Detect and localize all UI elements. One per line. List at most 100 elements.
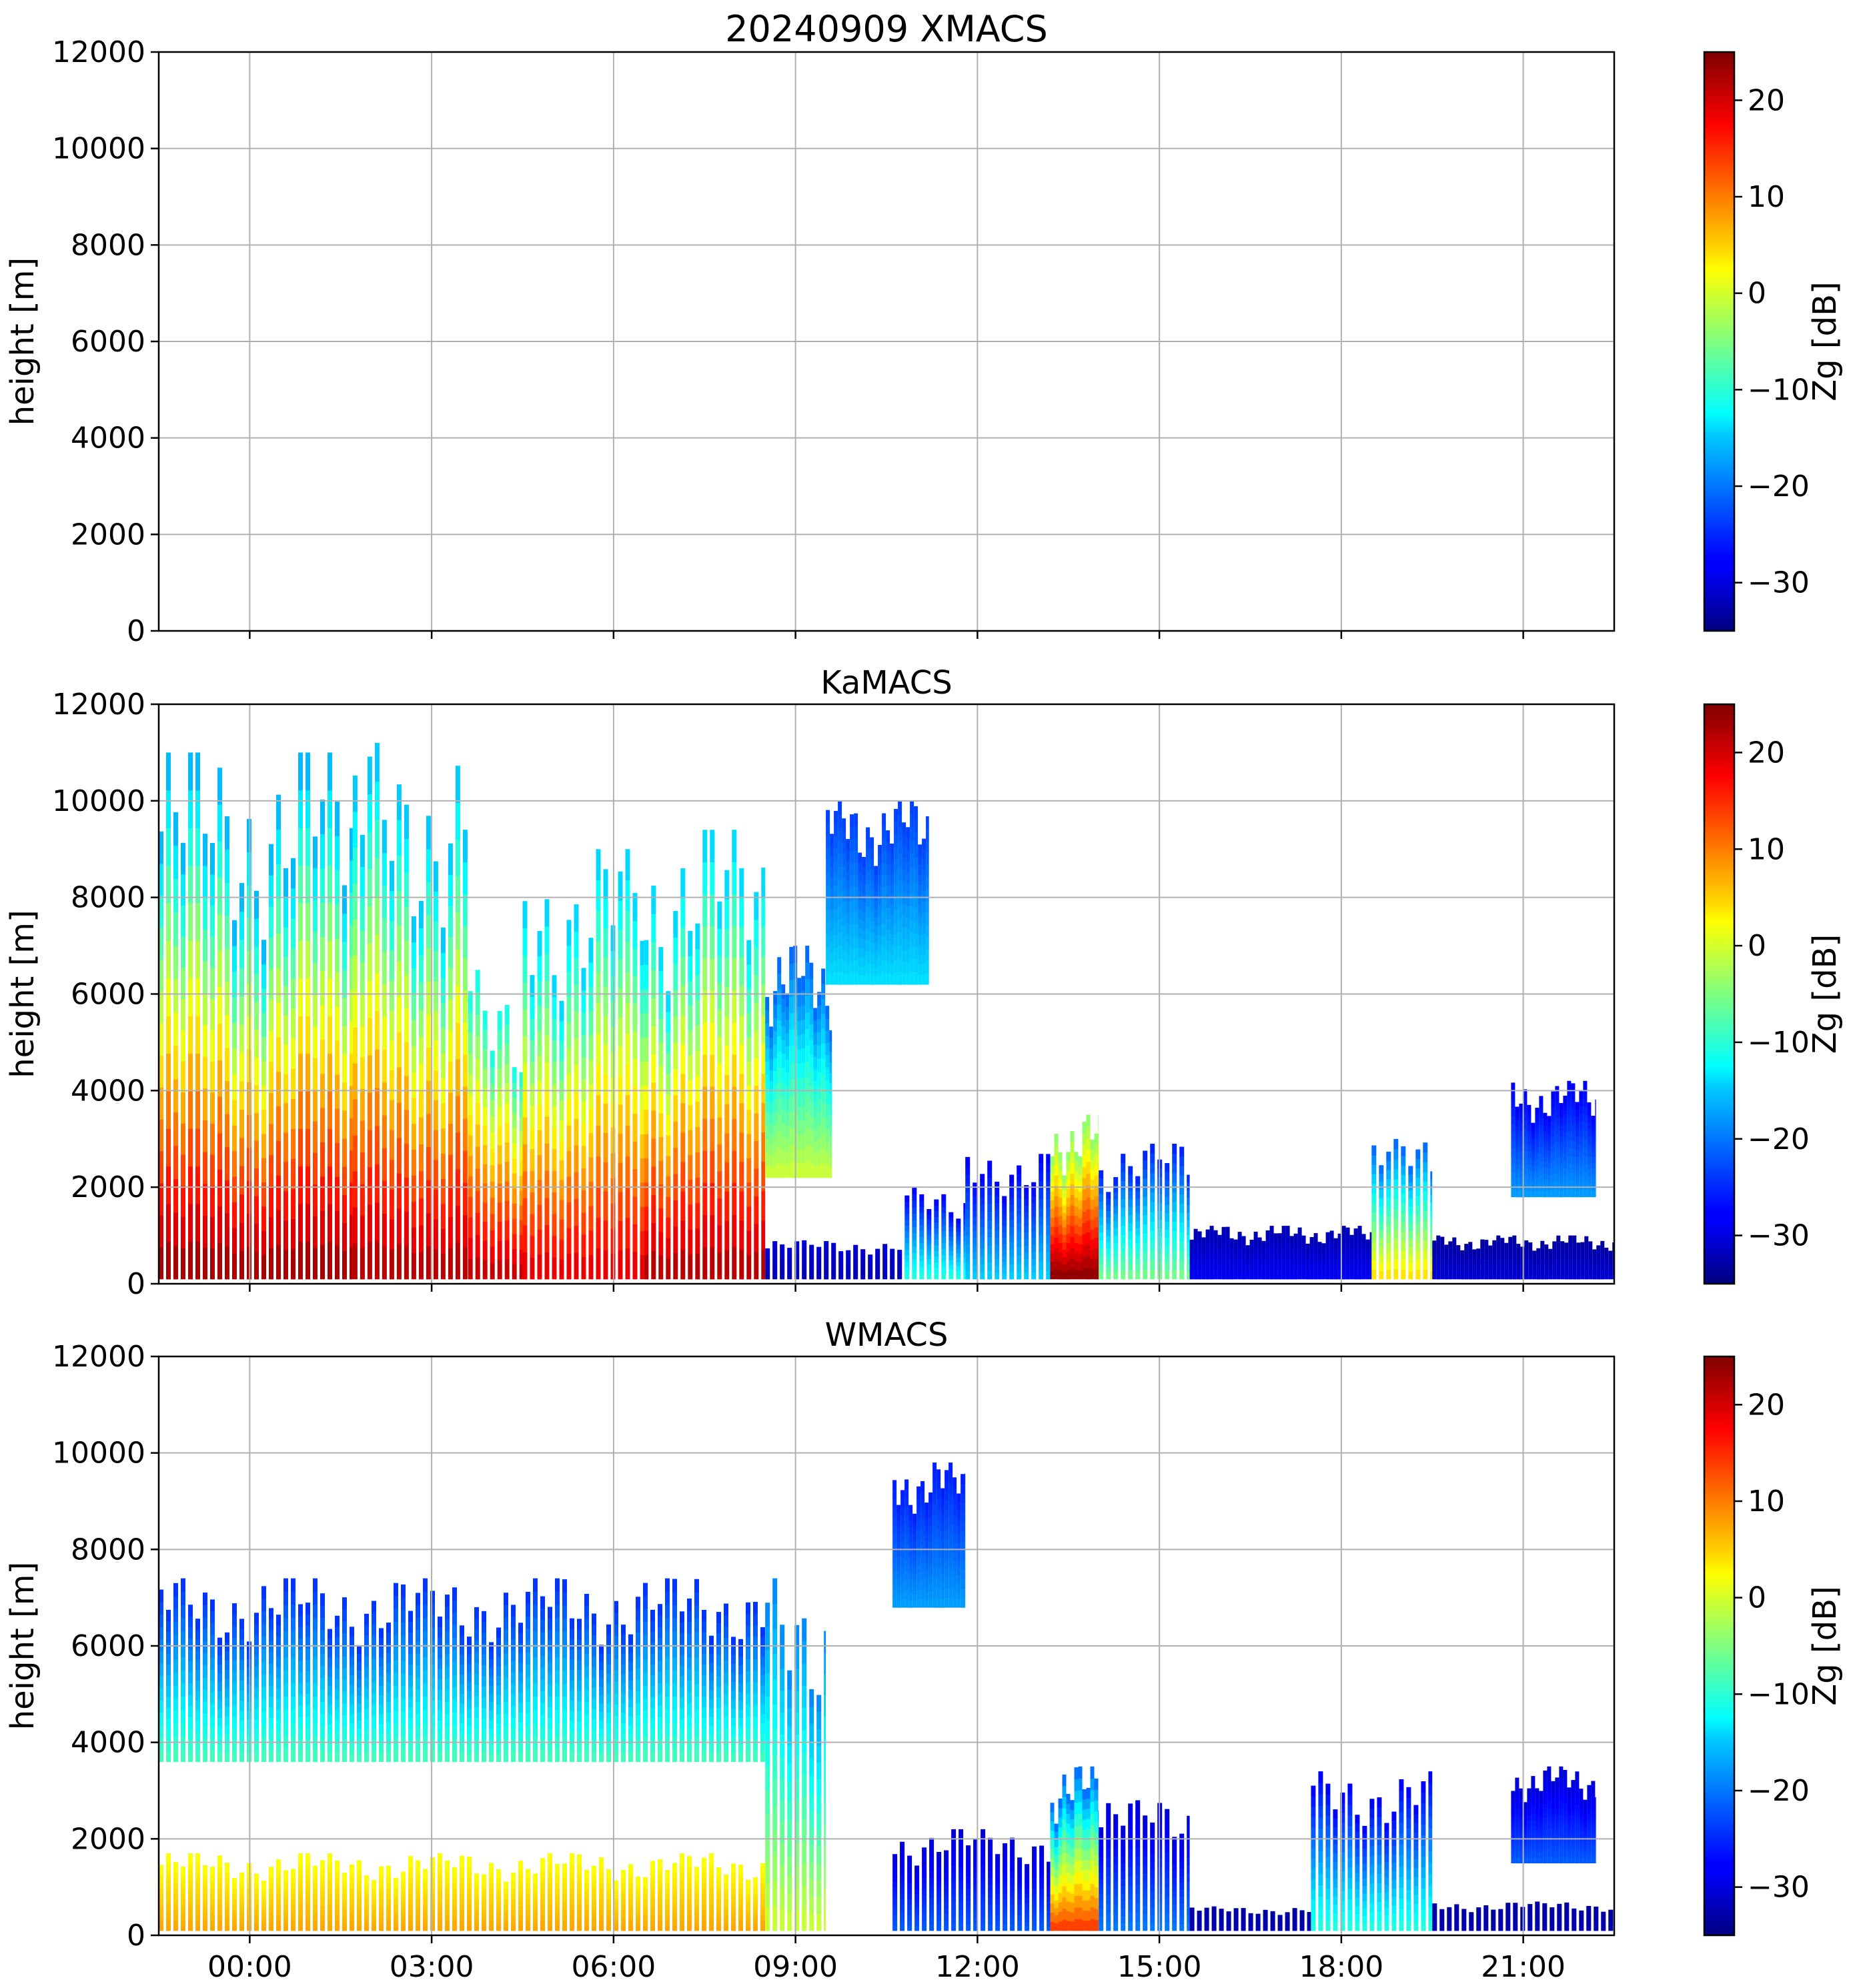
- echo-cell: [853, 1262, 858, 1265]
- echo-cell: [1189, 1256, 1194, 1260]
- echo-cell: [342, 969, 347, 998]
- echo-cell: [1253, 1255, 1258, 1259]
- echo-cell: [588, 1230, 594, 1255]
- echo-cell: [934, 1233, 939, 1240]
- echo-cell: [298, 1914, 303, 1920]
- echo-cell: [1201, 1240, 1206, 1244]
- echo-cell: [1090, 1219, 1095, 1230]
- echo-cell: [826, 810, 830, 823]
- echo-cell: [1046, 1234, 1051, 1244]
- echo-cell: [1496, 1244, 1501, 1248]
- echo-cell: [1297, 1231, 1302, 1236]
- echo-cell: [1591, 1138, 1596, 1146]
- echo-cell: [552, 1192, 557, 1214]
- echo-cell: [418, 1224, 424, 1252]
- echo-cell: [166, 1128, 171, 1167]
- echo-cell: [644, 1182, 649, 1207]
- echo-cell: [902, 950, 906, 962]
- echo-cell: [352, 847, 358, 884]
- echo-cell: [702, 990, 708, 1023]
- echo-cell: [1165, 1254, 1170, 1263]
- echo-cell: [910, 892, 914, 906]
- echo-cell: [1193, 1239, 1198, 1244]
- echo-cell: [1333, 1246, 1338, 1250]
- echo-cell: [769, 1070, 774, 1081]
- echo-cell: [1135, 1271, 1141, 1280]
- echo-cell: [1516, 1246, 1521, 1250]
- echo-cell: [1544, 1244, 1549, 1248]
- echo-cell: [1309, 1240, 1314, 1244]
- echo-cell: [1564, 1258, 1569, 1262]
- echo-cell: [559, 1199, 564, 1220]
- echo-cell: [1289, 1263, 1294, 1267]
- echo-cell: [772, 1273, 778, 1277]
- echo-cell: [195, 1869, 200, 1876]
- echo-cell: [987, 1220, 993, 1229]
- echo-cell: [1039, 1189, 1044, 1199]
- echo-cell: [1265, 1251, 1270, 1255]
- echo-cell: [1460, 1274, 1465, 1278]
- echo-cell: [870, 963, 874, 974]
- echo-cell: [781, 984, 786, 999]
- echo-cell: [225, 1911, 229, 1917]
- echo-cell: [680, 1044, 686, 1074]
- echo-cell: [181, 1925, 185, 1931]
- echo-cell: [830, 920, 834, 931]
- echo-cell: [350, 1086, 353, 1118]
- echo-cell: [1113, 1198, 1119, 1207]
- echo-cell: [882, 1248, 888, 1252]
- echo-cell: [963, 1273, 966, 1280]
- echo-cell: [522, 1009, 528, 1037]
- echo-cell: [1017, 1222, 1022, 1231]
- echo-cell: [640, 1182, 644, 1207]
- echo-cell: [468, 1052, 473, 1074]
- echo-cell: [702, 1182, 708, 1216]
- echo-cell: [225, 1877, 229, 1883]
- echo-cell: [1535, 1178, 1539, 1185]
- echo-cell: [1070, 1247, 1075, 1258]
- echo-cell: [342, 1082, 347, 1111]
- echo-cell: [1539, 1117, 1543, 1126]
- echo-cell: [291, 1899, 295, 1905]
- echo-cell: [897, 1268, 902, 1271]
- echo-cell: [941, 1260, 947, 1268]
- echo-cell: [1233, 1250, 1238, 1254]
- echo-cell: [1583, 1106, 1588, 1115]
- echo-cell: [320, 1900, 325, 1906]
- echo-cell: [1253, 1248, 1258, 1252]
- echo-cell: [1540, 1276, 1545, 1280]
- echo-cell: [1536, 1254, 1541, 1258]
- echo-cell: [269, 1921, 273, 1927]
- echo-cell: [440, 1153, 446, 1179]
- echo-cell: [739, 1249, 744, 1280]
- echo-cell: [468, 1114, 473, 1136]
- echo-cell: [1066, 1215, 1071, 1225]
- echo-cell: [1456, 1262, 1461, 1265]
- echo-cell: [1217, 1254, 1222, 1258]
- echo-cell: [203, 1024, 207, 1057]
- echo-cell: [739, 926, 744, 957]
- echo-cell: [965, 1261, 971, 1271]
- echo-cell: [765, 1263, 770, 1266]
- echo-cell: [374, 819, 380, 858]
- echo-cell: [364, 1891, 369, 1896]
- echo-cell: [1237, 1242, 1242, 1246]
- echo-cell: [544, 1197, 550, 1225]
- echo-cell: [1386, 1215, 1391, 1225]
- echo-cell: [1031, 1182, 1037, 1190]
- echo-cell: [448, 1030, 453, 1062]
- echo-cell: [874, 976, 878, 985]
- echo-cell: [680, 956, 686, 986]
- echo-cell: [802, 1270, 807, 1274]
- echo-cell: [1086, 1150, 1091, 1162]
- echo-cell: [1024, 1225, 1029, 1232]
- echo-cell: [1197, 1252, 1202, 1256]
- echo-cell: [842, 972, 846, 985]
- echo-cell: [335, 1870, 340, 1876]
- echo-cell: [926, 1219, 932, 1225]
- echo-cell: [1531, 1149, 1535, 1155]
- echo-cell: [1349, 1244, 1354, 1248]
- echo-cell: [574, 1145, 579, 1172]
- echo-cell: [868, 1273, 873, 1276]
- echo-cell: [821, 1147, 826, 1163]
